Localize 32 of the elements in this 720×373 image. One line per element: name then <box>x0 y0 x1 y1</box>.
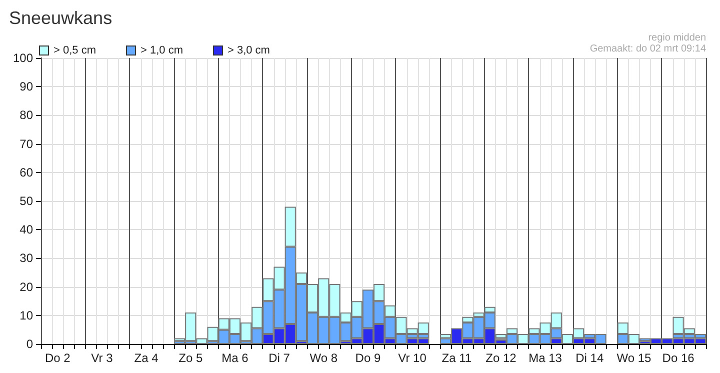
legend-label: > 3,0 cm <box>227 44 270 56</box>
y-tick-label: 100 <box>12 51 34 65</box>
x-tick-label: Do 9 <box>355 351 381 365</box>
y-tick-label: 90 <box>20 80 34 94</box>
y-tick-label: 0 <box>26 337 34 351</box>
x-tick-label: Ma 6 <box>222 351 249 365</box>
x-tick-label: Zo 5 <box>178 351 203 365</box>
text: Gemaakt: do 02 mrt 09:14 <box>590 44 706 54</box>
x-tick-label: Ma 13 <box>528 351 562 365</box>
legend-label: > 0,5 cm <box>54 44 96 56</box>
x-tick-label: Vr 10 <box>398 351 427 365</box>
y-tick-label: 60 <box>20 165 34 180</box>
y-tick-label: 70 <box>20 136 34 151</box>
x-tick-label: Wo 8 <box>310 351 338 365</box>
text: regio midden <box>648 32 706 44</box>
legend-label: > 1,0 cm <box>140 44 183 56</box>
x-tick-label: Vr 3 <box>91 351 114 365</box>
x-tick-label: Za 11 <box>442 351 472 365</box>
x-tick-label: Di 7 <box>268 351 290 365</box>
x-tick-label: Wo 15 <box>616 351 652 365</box>
x-tick-label: Do 2 <box>44 351 71 365</box>
y-tick-label: 80 <box>20 108 34 122</box>
x-tick-label: Zo 12 <box>486 351 517 365</box>
x-tick-label: Do 16 <box>662 351 695 365</box>
x-tick-label: Di 14 <box>576 351 604 365</box>
y-tick-label: 20 <box>20 280 34 294</box>
chart-title: Sneeuwkans <box>9 8 112 28</box>
y-tick-label: 10 <box>20 308 34 322</box>
x-tick-label: Za 4 <box>134 351 159 365</box>
y-tick-label: 30 <box>20 251 34 266</box>
y-tick-label: 50 <box>20 194 34 208</box>
y-tick-label: 40 <box>20 222 34 237</box>
